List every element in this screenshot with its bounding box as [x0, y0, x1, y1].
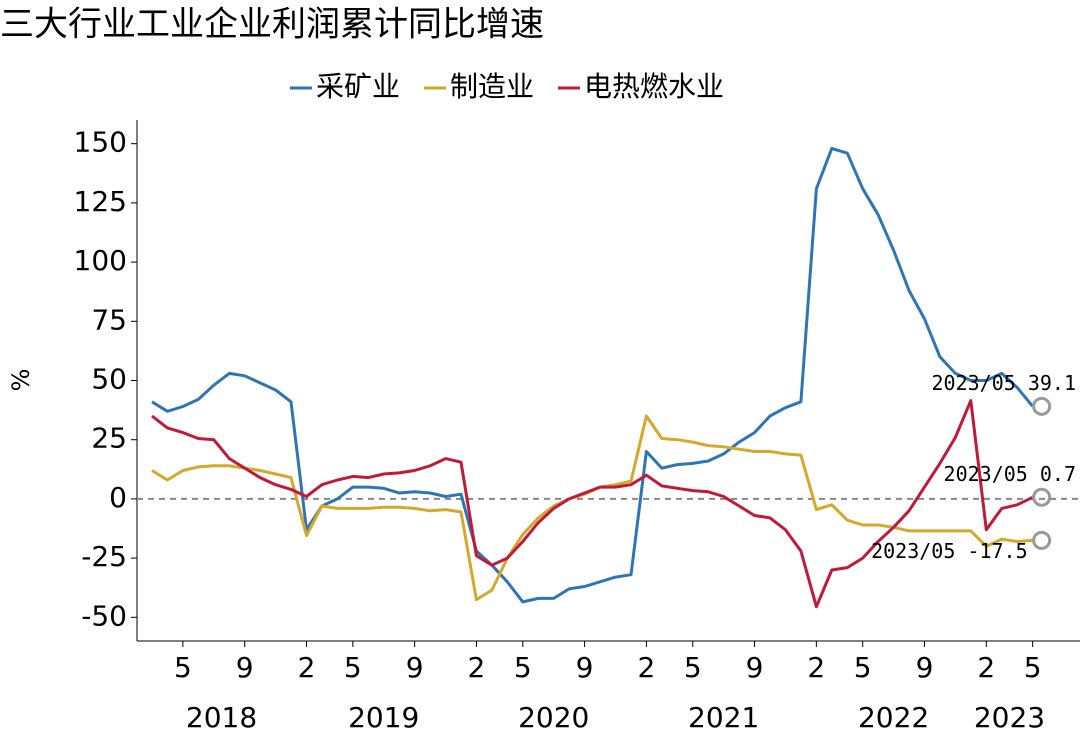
year-label: 2023 [974, 701, 1045, 734]
y-tick-label: 25 [91, 422, 127, 455]
year-label: 2019 [348, 701, 419, 734]
x-tick-label: 9 [406, 651, 424, 684]
x-tick-label: 5 [684, 651, 702, 684]
y-axis-label: % [7, 369, 35, 392]
y-tick-label: 100 [74, 244, 127, 277]
x-tick-label: 9 [236, 651, 254, 684]
end-marker [1032, 396, 1052, 416]
year-label: 2021 [688, 701, 759, 734]
y-tick-label: 150 [74, 126, 127, 159]
year-label: 2022 [858, 701, 929, 734]
x-tick-label: 5 [1024, 651, 1042, 684]
year-label: 2020 [518, 701, 589, 734]
y-tick-label: -50 [81, 599, 127, 632]
x-tick-label: 2 [637, 651, 655, 684]
y-tick-label: 50 [91, 363, 127, 396]
chart-title: 三大行业工业企业利润累计同比增速 [0, 5, 544, 45]
year-label: 2018 [186, 701, 257, 734]
legend-label: 采矿业 [316, 70, 400, 103]
x-tick-label: 9 [576, 651, 594, 684]
end-label: 2023/05 39.1 [932, 371, 1077, 395]
x-tick-label: 2 [807, 651, 825, 684]
y-tick-label: 125 [74, 185, 127, 218]
end-marker [1032, 530, 1052, 550]
series-line [151, 146, 1034, 604]
y-tick-label: 0 [109, 481, 127, 514]
series-line [151, 399, 1034, 609]
x-tick-label: 9 [916, 651, 934, 684]
end-marker [1032, 487, 1052, 507]
legend-label: 制造业 [450, 70, 534, 103]
x-tick-label: 2 [977, 651, 995, 684]
x-tick-label: 5 [854, 651, 872, 684]
x-tick-label: 2 [468, 651, 486, 684]
y-tick-label: 75 [91, 303, 127, 336]
x-tick-label: 5 [344, 651, 362, 684]
legend-label: 电热燃水业 [584, 70, 724, 103]
end-label: 2023/05 0.7 [944, 462, 1076, 486]
x-tick-label: 2 [298, 651, 316, 684]
y-tick-label: -25 [81, 540, 127, 573]
x-tick-label: 5 [174, 651, 192, 684]
series-line [151, 414, 1033, 602]
end-label: 2023/05 -17.5 [871, 539, 1028, 563]
x-tick-label: 9 [746, 651, 764, 684]
x-tick-label: 5 [514, 651, 532, 684]
